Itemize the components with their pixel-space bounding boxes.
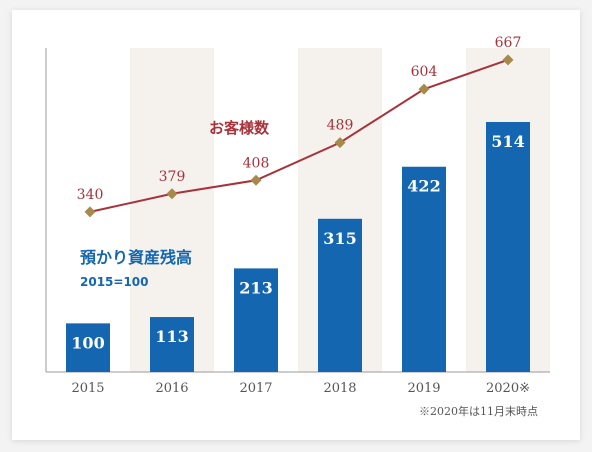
line-value-label: 604 [411, 64, 438, 80]
bar [486, 122, 530, 372]
bar-value-label: 315 [323, 229, 356, 248]
bar-series-base-note: 2015=100 [80, 275, 149, 289]
line-value-label: 489 [327, 118, 354, 134]
line-point-marker [250, 174, 262, 186]
bar [318, 218, 362, 372]
bar [150, 317, 194, 372]
bar [234, 268, 278, 372]
line-point-marker [502, 54, 514, 66]
bar [66, 323, 110, 372]
line-value-label: 408 [243, 155, 270, 171]
line-value-label: 340 [77, 187, 104, 203]
x-tick-label: 2017 [239, 381, 272, 396]
x-tick-label: 2016 [155, 381, 188, 396]
line-value-label: 379 [159, 169, 186, 185]
x-tick-label: 2019 [407, 381, 440, 396]
x-tick-label: 2018 [323, 381, 356, 396]
line-point-marker [334, 137, 346, 149]
line-point-marker [418, 83, 430, 95]
bar-value-label: 113 [155, 327, 188, 346]
bar [402, 166, 446, 372]
line-value-label: 667 [495, 35, 522, 51]
bar-value-label: 514 [491, 132, 524, 151]
chart-card: 100 113 213 315 422 514 340 379 408 489 604 667 20… [12, 10, 580, 440]
bar-value-label: 422 [407, 177, 440, 196]
bar-series-legend: 預かり資産残高 [80, 248, 192, 267]
line-series-legend: お客様数 [209, 119, 270, 137]
chart: 100 113 213 315 422 514 340 379 408 489 604 667 20… [45, 35, 550, 418]
bar-value-label: 213 [239, 278, 272, 297]
x-tick-label: 2020※ [486, 381, 530, 396]
line-point-marker [166, 188, 178, 200]
line-point-marker [84, 206, 96, 218]
line-series-path [89, 58, 509, 213]
footnote: ※2020年は11月末時点 [419, 404, 538, 418]
x-tick-label: 2015 [71, 381, 104, 396]
bar-value-label: 100 [71, 333, 104, 352]
